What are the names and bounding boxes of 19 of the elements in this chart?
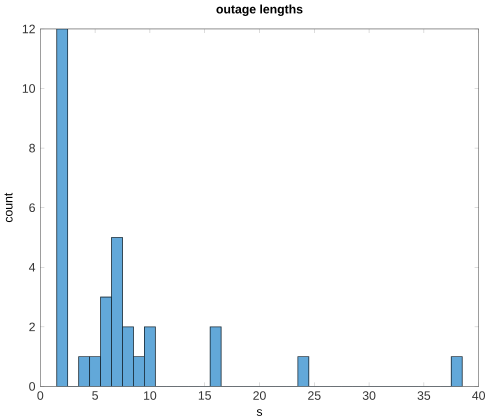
y-tick-label: 4 (28, 262, 36, 272)
x-axis-title: s (256, 409, 262, 416)
y-axis-title: count (4, 192, 13, 222)
chart-title: outage lengths (216, 4, 302, 16)
x-tick-label: 10 (144, 391, 156, 400)
y-tick-label: 8 (29, 144, 35, 152)
x-tick-label: 5 (92, 391, 98, 400)
x-tick-label: 15 (198, 391, 211, 400)
x-tick-label: 30 (362, 391, 376, 400)
x-tick-label: 0 (37, 391, 44, 400)
y-tick-label: 6 (29, 203, 35, 212)
y-tick-label: 12 (22, 24, 35, 33)
x-tick-label: 35 (418, 391, 430, 400)
x-tick-label: 20 (253, 391, 266, 400)
y-tick-label: 10 (22, 84, 36, 93)
y-tick-label: 0 (29, 382, 36, 391)
x-tick-label: 40 (472, 391, 485, 400)
x-tick-label: 25 (308, 391, 321, 400)
y-tick-label: 2 (29, 322, 35, 331)
